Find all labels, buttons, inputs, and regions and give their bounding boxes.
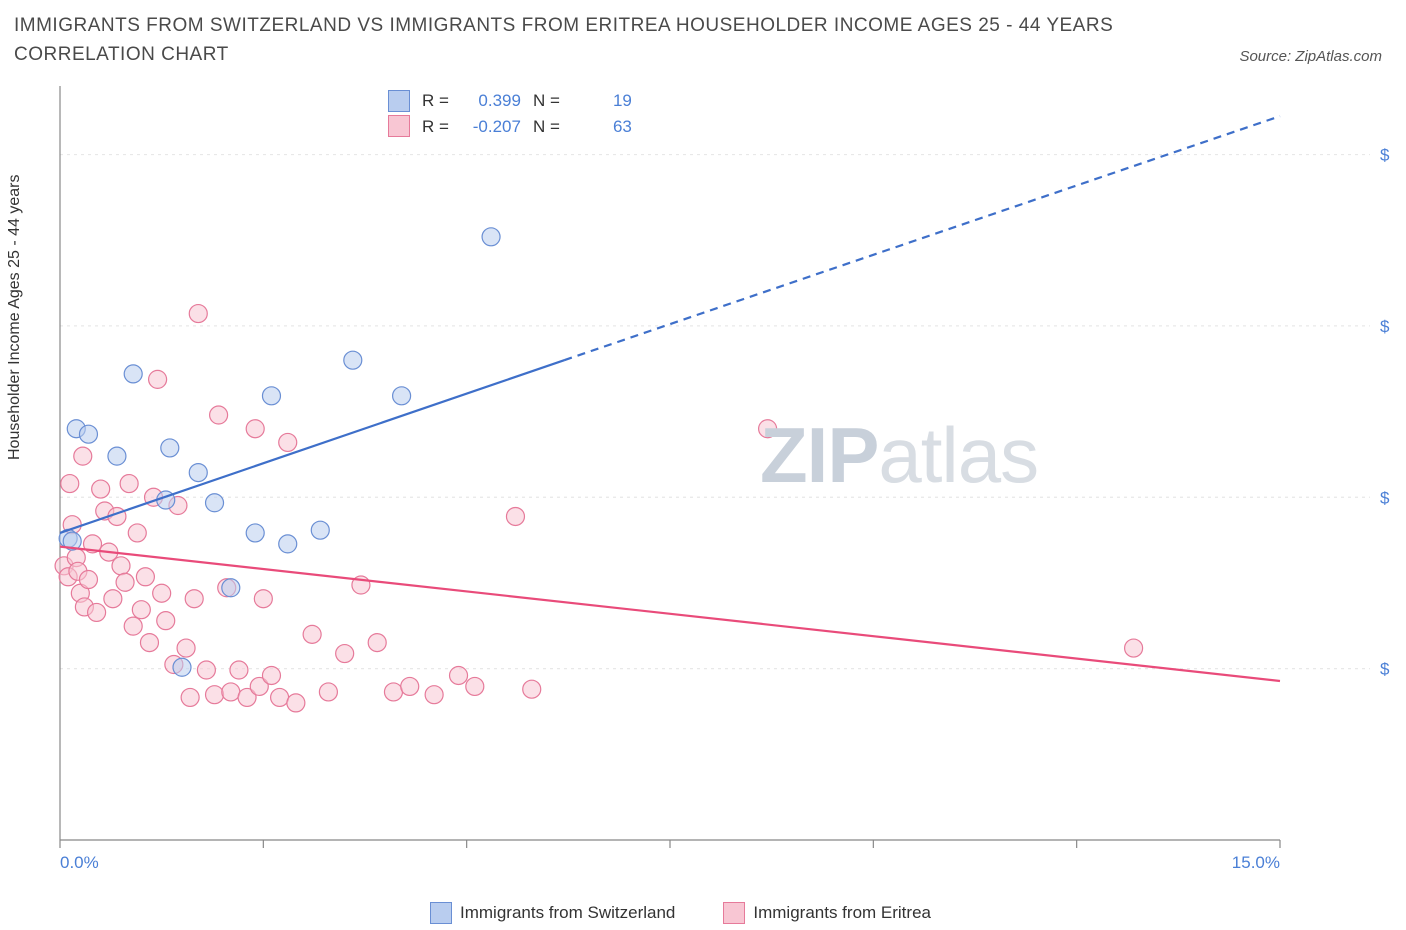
legend-row-eritrea: R = -0.207 N = 63	[388, 114, 632, 140]
svg-text:0.0%: 0.0%	[60, 853, 99, 870]
svg-text:15.0%: 15.0%	[1232, 853, 1280, 870]
r-value-eritrea: -0.207	[457, 114, 521, 140]
watermark-light: atlas	[878, 411, 1038, 499]
r-value-switzerland: 0.399	[457, 88, 521, 114]
legend-label-switzerland: Immigrants from Switzerland	[460, 903, 675, 923]
chart-area: $62,500 $125,000 $187,500 $250,000 0.0% 15.0%	[50, 80, 1390, 870]
n-value-switzerland: 19	[568, 88, 632, 114]
swatch-switzerland-icon	[430, 902, 452, 924]
legend-item-switzerland: Immigrants from Switzerland	[430, 902, 675, 924]
legend-row-switzerland: R = 0.399 N = 19	[388, 88, 632, 114]
watermark-bold: ZIP	[760, 411, 878, 499]
n-label: N =	[533, 88, 560, 114]
swatch-switzerland	[388, 90, 410, 112]
source-attribution: Source: ZipAtlas.com	[1239, 48, 1382, 65]
svg-text:$62,500: $62,500	[1380, 660, 1390, 679]
scatter-chart: $62,500 $125,000 $187,500 $250,000 0.0% 15.0%	[50, 80, 1390, 870]
n-value-eritrea: 63	[568, 114, 632, 140]
svg-text:$250,000: $250,000	[1380, 146, 1390, 165]
svg-text:$125,000: $125,000	[1380, 488, 1390, 507]
swatch-eritrea	[388, 115, 410, 137]
n-label: N =	[533, 114, 560, 140]
watermark: ZIPatlas	[760, 410, 1038, 501]
chart-title: IMMIGRANTS FROM SWITZERLAND VS IMMIGRANT…	[14, 12, 1114, 69]
legend-item-eritrea: Immigrants from Eritrea	[723, 902, 931, 924]
legend-label-eritrea: Immigrants from Eritrea	[753, 903, 931, 923]
series-legend: Immigrants from Switzerland Immigrants f…	[430, 902, 931, 924]
y-axis-label: Householder Income Ages 25 - 44 years	[6, 175, 24, 461]
r-label: R =	[422, 88, 449, 114]
correlation-legend: R = 0.399 N = 19 R = -0.207 N = 63	[380, 84, 640, 143]
svg-text:$187,500: $187,500	[1380, 317, 1390, 336]
swatch-eritrea-icon	[723, 902, 745, 924]
r-label: R =	[422, 114, 449, 140]
